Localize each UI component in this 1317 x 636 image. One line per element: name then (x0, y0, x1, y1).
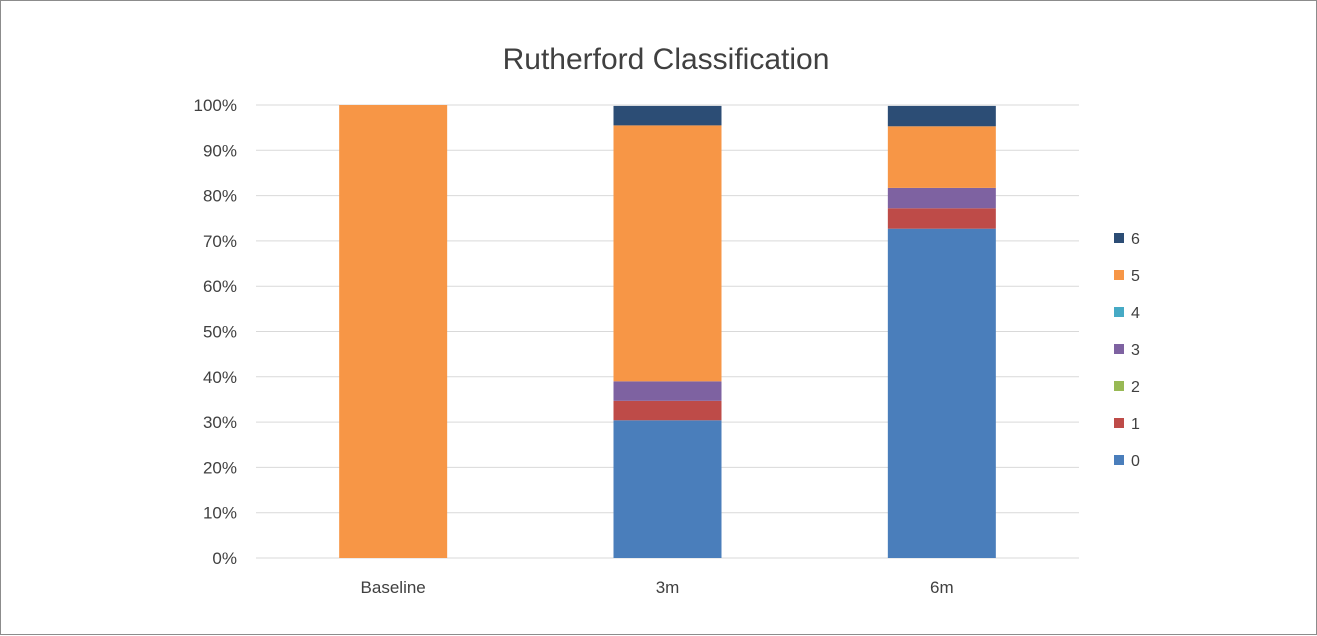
legend-swatch (1114, 233, 1124, 243)
y-tick-label: 30% (203, 413, 237, 432)
y-tick-label: 40% (203, 368, 237, 387)
legend-label: 0 (1131, 453, 1140, 470)
legend-swatch (1114, 307, 1124, 317)
y-tick-label: 60% (203, 277, 237, 296)
y-tick-label: 80% (203, 187, 237, 206)
legend-label: 1 (1131, 416, 1140, 433)
legend-label: 5 (1131, 268, 1140, 285)
legend-label: 4 (1131, 305, 1140, 322)
x-tick-label: 3m (656, 578, 680, 597)
x-tick-label: 6m (930, 578, 954, 597)
bar-segment (887, 208, 996, 229)
y-tick-label: 100% (194, 96, 237, 115)
y-tick-label: 50% (203, 323, 237, 342)
y-axis: 0% 10% 20% 30% 40% 50% 60% 70% 80% 90% 100% (194, 96, 237, 568)
bar-segment (613, 381, 722, 401)
y-tick-label: 0% (212, 549, 237, 568)
bar-segment (887, 126, 996, 188)
legend-label: 3 (1131, 342, 1140, 359)
bar-segment (613, 125, 722, 382)
y-tick-label: 20% (203, 458, 237, 477)
bar-segment (887, 187, 996, 209)
y-tick-label: 70% (203, 232, 237, 251)
legend-label: 2 (1131, 379, 1140, 396)
bar-segment (339, 105, 448, 558)
bar-segment (613, 400, 722, 421)
bar-segment (613, 105, 722, 126)
bar-segment (613, 420, 722, 558)
legend-swatch (1114, 455, 1124, 465)
x-tick-label: Baseline (361, 578, 426, 597)
x-axis: Baseline 3m 6m (361, 578, 954, 597)
legend-swatch (1114, 381, 1124, 391)
legend: 6 5 4 3 2 1 0 (1114, 231, 1140, 470)
y-tick-label: 90% (203, 141, 237, 160)
chart-title: Rutherford Classification (503, 43, 830, 76)
legend-swatch (1114, 270, 1124, 280)
legend-swatch (1114, 344, 1124, 354)
bar-segment (887, 105, 996, 127)
y-tick-label: 10% (203, 504, 237, 523)
legend-label: 6 (1131, 231, 1140, 248)
bar-segment (887, 228, 996, 558)
legend-swatch (1114, 418, 1124, 428)
bars (339, 105, 996, 558)
